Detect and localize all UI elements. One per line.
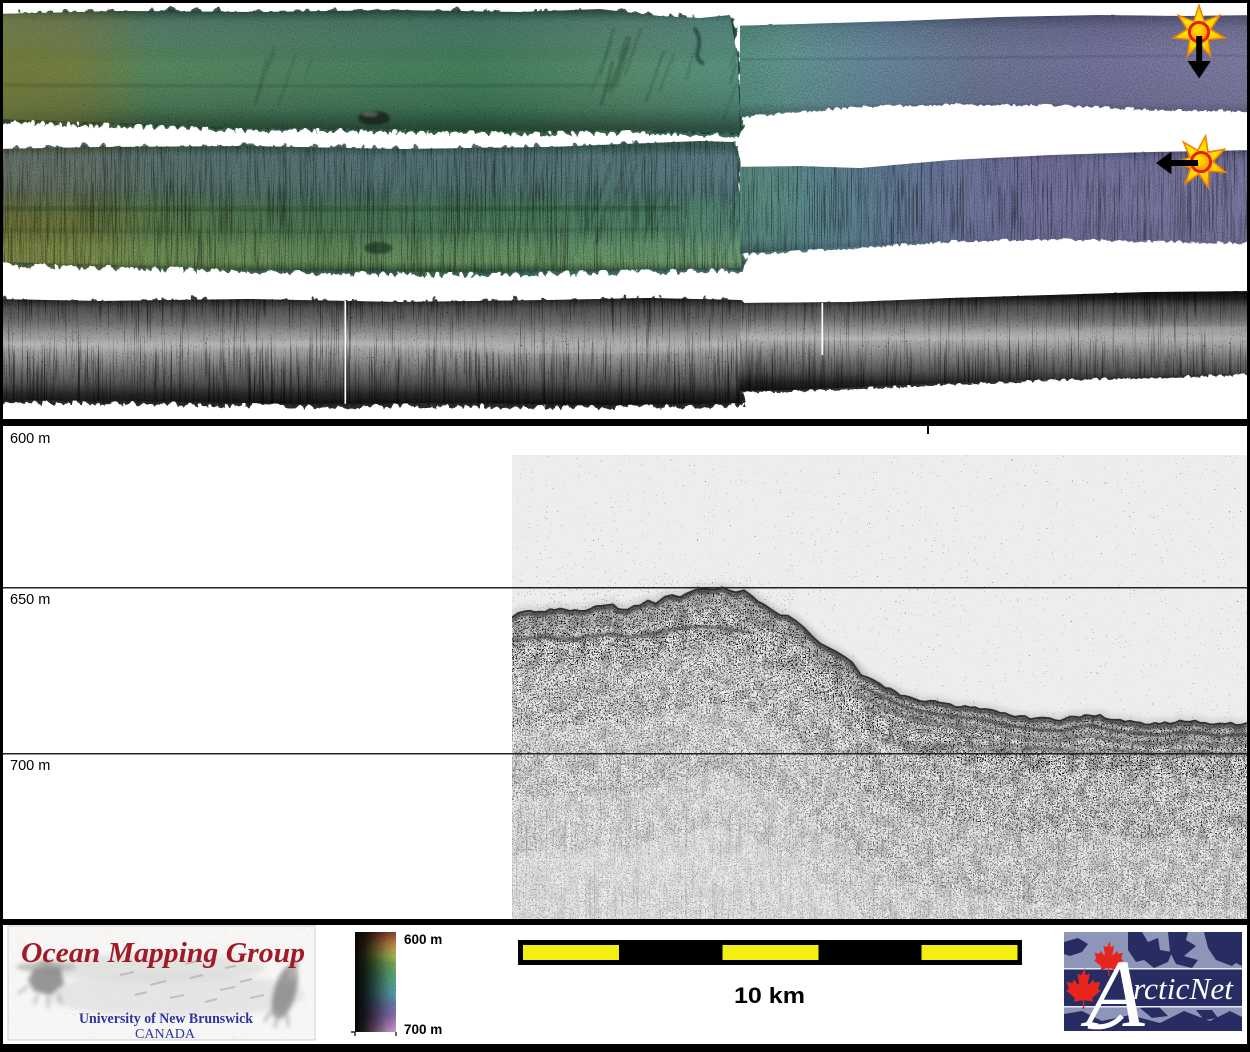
svg-text:600 m: 600 m [10,431,50,447]
svg-text:University of New Brunswick: University of New Brunswick [79,1011,254,1027]
svg-text:Ocean Mapping Group: Ocean Mapping Group [21,937,305,969]
svg-text:rcticNet: rcticNet [1133,971,1234,1006]
svg-text:CANADA: CANADA [135,1027,196,1042]
svg-text:650 m: 650 m [10,592,50,608]
svg-text:700 m: 700 m [10,758,50,774]
svg-text:600 m: 600 m [404,932,442,947]
svg-text:700 m: 700 m [404,1022,442,1037]
svg-text:10 km: 10 km [734,983,805,1008]
svg-text:A: A [1080,940,1145,1047]
